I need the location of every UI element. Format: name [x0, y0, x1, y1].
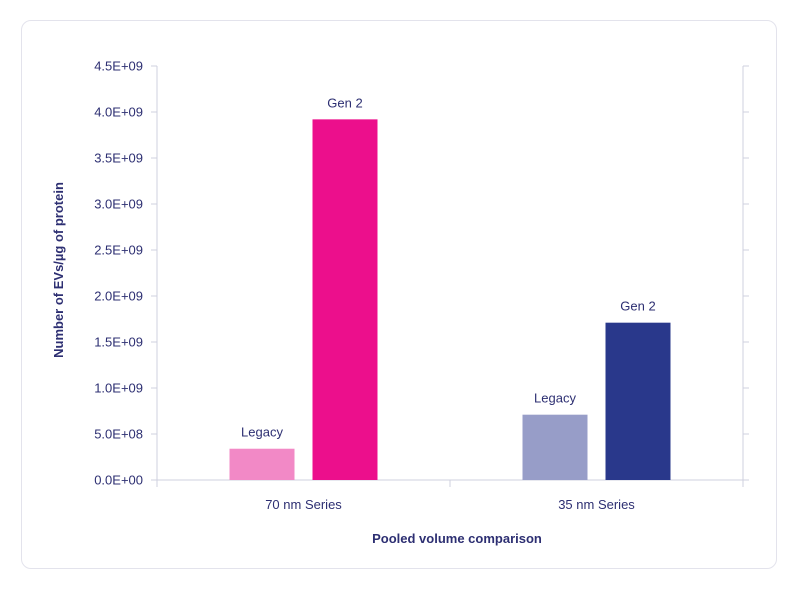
- y-tick-label: 0.0E+00: [94, 473, 143, 488]
- y-tick-label: 2.0E+09: [94, 289, 143, 304]
- bar-label: Gen 2: [327, 95, 362, 110]
- y-tick-label: 5.0E+08: [94, 427, 143, 442]
- y-tick-label: 2.5E+09: [94, 243, 143, 258]
- y-tick-label: 1.5E+09: [94, 335, 143, 350]
- bar: [522, 414, 588, 480]
- x-axis-categories: 70 nm Series 35 nm Series: [265, 497, 635, 512]
- bar: [229, 448, 295, 480]
- bars: [229, 119, 671, 481]
- bar-data-labels: Legacy Gen 2 Legacy Gen 2: [241, 95, 656, 439]
- bar: [605, 322, 671, 480]
- y-axis-title: Number of EVs/µg of protein: [51, 182, 66, 358]
- y-tick-label: 3.5E+09: [94, 151, 143, 166]
- y-tick-label: 4.5E+09: [94, 59, 143, 74]
- x-category-label: 35 nm Series: [558, 497, 635, 512]
- y-tick-label: 4.0E+09: [94, 105, 143, 120]
- x-axis-title: Pooled volume comparison: [372, 531, 542, 546]
- y-tick-label: 3.0E+09: [94, 197, 143, 212]
- x-category-label: 70 nm Series: [265, 497, 342, 512]
- y-axis-ticks: 0.0E+00 5.0E+08 1.0E+09 1.5E+09 2.0E+09 2.5E+…: [94, 59, 749, 488]
- y-tick-label: 1.0E+09: [94, 381, 143, 396]
- bar: [312, 119, 378, 481]
- bar-label: Gen 2: [620, 299, 655, 314]
- bar-label: Legacy: [534, 391, 576, 406]
- bar-label: Legacy: [241, 425, 283, 440]
